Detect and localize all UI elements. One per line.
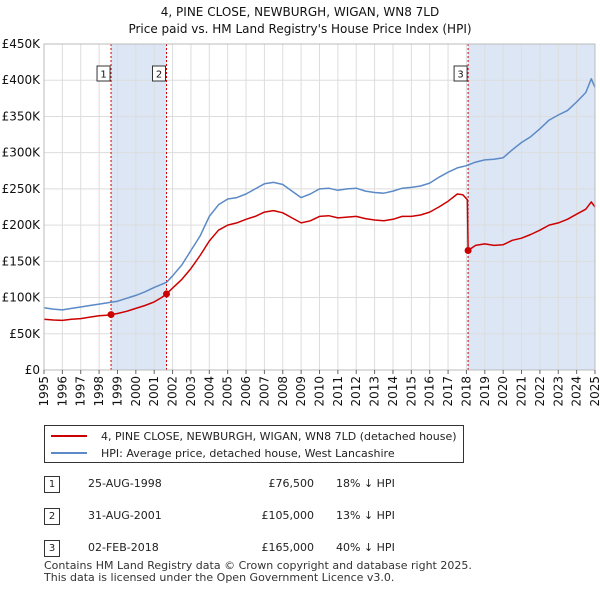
x-tick-label: 2010 — [313, 376, 327, 407]
table-row: 2 31-AUG-2001 £105,000 13% ↓ HPI — [44, 504, 404, 536]
chart-title: 4, PINE CLOSE, NEWBURGH, WIGAN, WN8 7LD — [161, 5, 439, 19]
legend: 4, PINE CLOSE, NEWBURGH, WIGAN, WN8 7LD … — [44, 425, 464, 463]
x-tick-label: 2002 — [166, 376, 180, 407]
sale-point — [163, 290, 171, 298]
x-tick-label: 2018 — [459, 376, 473, 407]
x-tick-label: 2012 — [349, 376, 363, 407]
x-tick-label: 2008 — [276, 376, 290, 407]
x-tick-label: 2001 — [147, 376, 161, 407]
attribution-line-2: This data is licensed under the Open Gov… — [44, 571, 395, 584]
table-row: 3 02-FEB-2018 £165,000 40% ↓ HPI — [44, 536, 404, 568]
y-tick-label: £400K — [2, 73, 42, 87]
x-tick-label: 2022 — [533, 376, 547, 407]
x-tick-label: 2015 — [404, 376, 418, 407]
y-tick-label: £450K — [2, 37, 42, 51]
x-tick-label: 2004 — [202, 376, 216, 407]
sale-marker-box — [96, 65, 111, 82]
chart-subtitle: Price paid vs. HM Land Registry's House … — [128, 22, 471, 36]
table-row: 1 25-AUG-1998 £76,500 18% ↓ HPI — [44, 472, 404, 504]
x-tick-label: 1999 — [110, 376, 124, 407]
x-tick-label: 2011 — [331, 376, 345, 407]
x-tick-label: 1996 — [55, 376, 69, 407]
x-tick-label: 2009 — [294, 376, 308, 407]
sale-number-badge: 1 — [44, 476, 60, 493]
y-tick-label: £300K — [2, 146, 42, 160]
sale-price: £105,000 — [261, 509, 315, 522]
sale-marker-box — [453, 65, 468, 82]
sale-hpi-diff: 40% ↓ HPI — [336, 541, 395, 554]
x-tick-label: 2014 — [386, 376, 400, 407]
sales-table: 1 25-AUG-1998 £76,500 18% ↓ HPI 2 31-AUG… — [44, 472, 404, 568]
x-tick-label: 1995 — [37, 376, 51, 407]
y-tick-label: £150K — [2, 254, 42, 268]
x-tick-label: 2020 — [496, 376, 510, 407]
sale-point — [107, 311, 115, 319]
x-tick-label: 2007 — [257, 376, 271, 407]
x-tick-label: 2000 — [129, 376, 143, 407]
x-tick-label: 1998 — [92, 376, 106, 407]
legend-swatch-hpi — [51, 452, 87, 454]
sale-point — [464, 246, 472, 254]
x-tick-label: 2021 — [515, 376, 529, 407]
x-tick-label: 1997 — [74, 376, 88, 407]
x-tick-label: 2024 — [570, 376, 584, 407]
legend-label-property: 4, PINE CLOSE, NEWBURGH, WIGAN, WN8 7LD … — [101, 429, 457, 443]
sale-date: 25-AUG-1998 — [88, 477, 162, 490]
chart-svg: 4, PINE CLOSE, NEWBURGH, WIGAN, WN8 7LD … — [2, 5, 600, 407]
x-tick-label: 2017 — [441, 376, 455, 407]
hpi-line — [43, 78, 596, 311]
attribution: Contains HM Land Registry data © Crown c… — [44, 560, 472, 584]
sale-marker-label: 3 — [457, 70, 463, 81]
x-tick-label: 2006 — [239, 376, 253, 407]
series-lines — [43, 78, 596, 322]
legend-label-hpi: HPI: Average price, detached house, West… — [101, 446, 395, 460]
x-tick-label: 2016 — [423, 376, 437, 407]
sale-price: £165,000 — [261, 541, 315, 554]
sale-hpi-diff: 13% ↓ HPI — [336, 509, 395, 522]
x-tick-label: 2013 — [368, 376, 382, 407]
sale-marker-box — [152, 65, 167, 82]
y-tick-label: £200K — [2, 218, 42, 232]
sale-marker-label: 2 — [156, 70, 162, 81]
sale-date: 31-AUG-2001 — [88, 509, 162, 522]
sale-hpi-diff: 18% ↓ HPI — [336, 477, 395, 490]
attribution-line-1: Contains HM Land Registry data © Crown c… — [44, 559, 472, 572]
x-tick-label: 2019 — [478, 376, 492, 407]
sale-date: 02-FEB-2018 — [88, 541, 159, 554]
shaded-period — [111, 44, 167, 370]
shaded-periods — [111, 44, 595, 370]
sale-number-badge: 2 — [44, 508, 60, 525]
legend-item-hpi: HPI: Average price, detached house, West… — [51, 445, 395, 461]
sale-markers: 1 2 3 — [96, 44, 469, 370]
y-tick-label: £350K — [2, 109, 42, 123]
x-tick-label: 2023 — [551, 376, 565, 407]
shaded-period — [468, 44, 595, 370]
x-tick-label: 2003 — [184, 376, 198, 407]
y-tick-label: £100K — [2, 291, 42, 305]
x-tick-label: 2005 — [221, 376, 235, 407]
property-price-line — [43, 193, 596, 322]
x-tick-label: 2025 — [588, 376, 600, 407]
price-chart: 4, PINE CLOSE, NEWBURGH, WIGAN, WN8 7LD … — [2, 5, 600, 407]
sale-marker-label: 1 — [100, 70, 106, 81]
axes: £0 £50K £100K £150K £200K £250K £300K £350K £400… — [2, 37, 600, 407]
y-tick-label: £50K — [9, 327, 41, 341]
y-tick-label: £250K — [2, 182, 42, 196]
legend-item-property: 4, PINE CLOSE, NEWBURGH, WIGAN, WN8 7LD … — [51, 428, 457, 444]
sale-price: £76,500 — [268, 477, 315, 490]
legend-swatch-property — [51, 435, 87, 437]
sale-number-badge: 3 — [44, 540, 60, 557]
y-tick-label: £0 — [25, 363, 40, 377]
